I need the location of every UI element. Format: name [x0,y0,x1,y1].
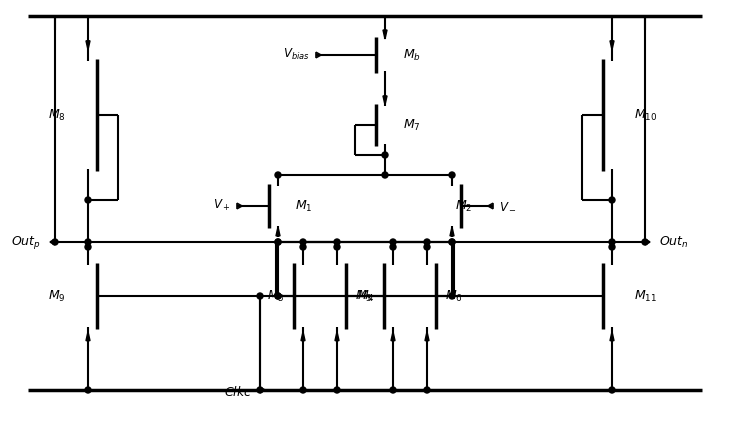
Text: $M_\mathregular{b}$: $M_\mathregular{b}$ [403,47,421,63]
Text: $M_{10}$: $M_{10}$ [634,107,657,123]
Polygon shape [335,332,339,341]
Text: $V_+$: $V_+$ [213,198,231,212]
Circle shape [85,387,91,393]
Circle shape [642,239,648,245]
Polygon shape [276,227,280,236]
Circle shape [85,244,91,250]
Text: $M_2$: $M_2$ [455,198,472,214]
Circle shape [449,239,455,245]
Polygon shape [383,30,387,39]
Circle shape [449,239,455,245]
Circle shape [609,387,615,393]
Circle shape [257,293,263,299]
Circle shape [275,172,281,178]
Circle shape [609,197,615,203]
Polygon shape [86,41,90,50]
Circle shape [424,387,430,393]
Polygon shape [86,332,90,341]
Circle shape [390,239,396,245]
Circle shape [609,244,615,250]
Circle shape [449,293,455,299]
Circle shape [424,244,430,250]
Polygon shape [391,332,395,341]
Circle shape [449,172,455,178]
Circle shape [334,239,340,245]
Circle shape [52,239,58,245]
Polygon shape [425,332,429,341]
Circle shape [275,293,281,299]
Circle shape [390,387,396,393]
Circle shape [257,387,263,393]
Text: $V_-$: $V_-$ [499,198,517,212]
Circle shape [85,197,91,203]
Text: $Out_\mathregular{p}$: $Out_\mathregular{p}$ [11,233,41,250]
Circle shape [334,244,340,250]
Text: $M_3$: $M_3$ [355,288,372,304]
Text: $M_6$: $M_6$ [445,288,463,304]
Text: $Clkc$: $Clkc$ [224,385,252,399]
Circle shape [300,244,306,250]
Polygon shape [383,96,387,105]
Circle shape [424,239,430,245]
Polygon shape [450,227,454,236]
Text: $Out_\mathregular{n}$: $Out_\mathregular{n}$ [659,234,688,250]
Circle shape [390,244,396,250]
Polygon shape [610,41,614,50]
Circle shape [609,239,615,245]
Text: $V_\mathregular{bias}$: $V_\mathregular{bias}$ [283,47,310,62]
Text: $M_4$: $M_4$ [357,288,375,304]
Circle shape [275,239,281,245]
Polygon shape [301,332,305,341]
Text: $M_5$: $M_5$ [267,288,285,304]
Text: $M_7$: $M_7$ [403,118,420,132]
Circle shape [334,387,340,393]
Text: $M_{11}$: $M_{11}$ [634,288,657,304]
Circle shape [275,239,281,245]
Circle shape [300,239,306,245]
Circle shape [300,387,306,393]
Text: $M_8$: $M_8$ [48,107,66,123]
Polygon shape [610,332,614,341]
Text: $M_9$: $M_9$ [48,288,66,304]
Text: $M_1$: $M_1$ [295,198,312,214]
Circle shape [85,239,91,245]
Circle shape [382,152,388,158]
Circle shape [382,172,388,178]
Circle shape [275,293,281,299]
